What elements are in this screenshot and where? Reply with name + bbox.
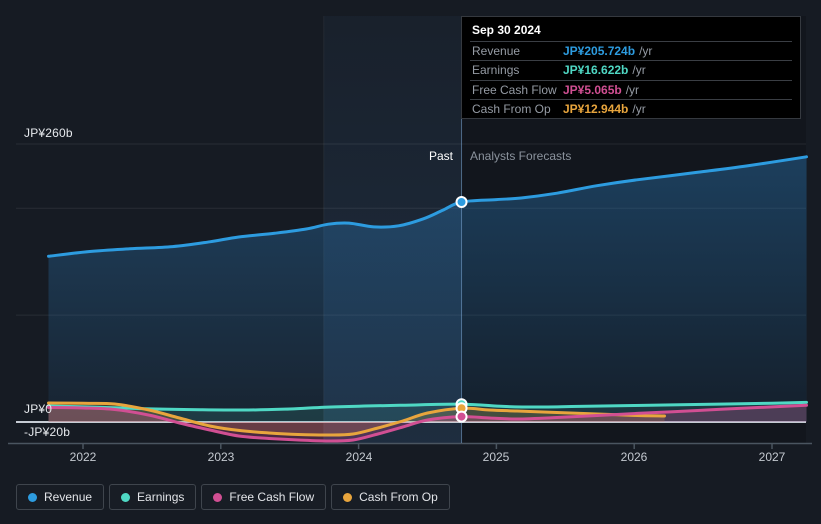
y-axis-label-zero: JP¥0: [24, 402, 53, 416]
legend-label-revenue: Revenue: [44, 490, 93, 504]
y-axis-label-top: JP¥260b: [24, 126, 73, 140]
legend-label-cash-from-op: Cash From Op: [359, 490, 438, 504]
tooltip-row-earnings: Earnings JP¥16.622b /yr: [470, 60, 792, 79]
data-tooltip: Sep 30 2024 Revenue JP¥205.724b /yr Earn…: [461, 16, 801, 119]
past-section-label: Past: [428, 149, 453, 163]
legend-label-free-cash-flow: Free Cash Flow: [229, 490, 315, 504]
y-axis-label-neg: -JP¥20b: [24, 425, 71, 439]
tooltip-date: Sep 30 2024: [472, 23, 541, 37]
x-axis-label-2023: 2023: [207, 450, 235, 464]
cash-from-op-series-dot: [343, 492, 353, 502]
legend-item-earnings[interactable]: Earnings: [109, 484, 197, 510]
tooltip-row-revenue: Revenue JP¥205.724b /yr: [470, 41, 792, 60]
revenue-series-dot: [28, 492, 37, 502]
tooltip-row-cash-from-op: Cash From Op JP¥12.944b /yr: [470, 98, 792, 118]
x-axis-label-2022: 2022: [69, 450, 97, 464]
x-axis-label-2026: 2026: [620, 450, 648, 464]
x-axis-label-2027: 2027: [758, 450, 786, 464]
legend-item-cash-from-op[interactable]: Cash From Op: [331, 484, 450, 510]
legend-item-revenue[interactable]: Revenue: [16, 484, 105, 510]
legend-label-earnings: Earnings: [137, 490, 185, 504]
forecast-section-label: Analysts Forecasts: [470, 149, 572, 163]
x-axis-label-2025: 2025: [482, 450, 510, 464]
earnings-series-dot: [121, 492, 131, 502]
free-cash-flow-series-dot: [213, 492, 223, 502]
legend-item-free-cash-flow[interactable]: Free Cash Flow: [201, 484, 327, 510]
chart-plot-area[interactable]: JP¥260b JP¥0 -JP¥20b Past Analysts Forec…: [0, 0, 821, 464]
x-axis-label-2024: 2024: [345, 450, 373, 464]
chart-legend: Revenue Earnings Free Cash Flow Cash Fro…: [16, 484, 450, 510]
tooltip-row-free-cash-flow: Free Cash Flow JP¥5.065b /yr: [470, 79, 792, 99]
